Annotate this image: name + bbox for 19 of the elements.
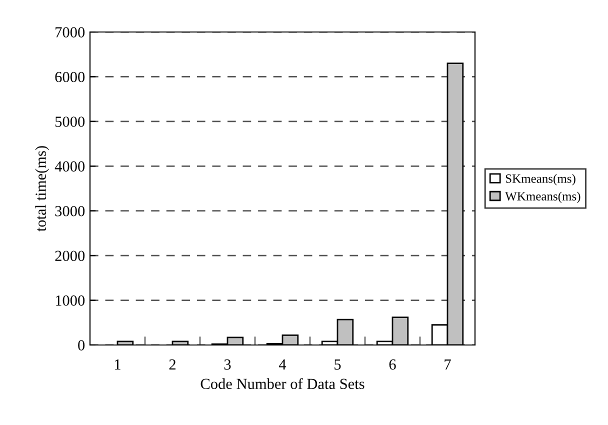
y-tick-label: 3000: [55, 206, 85, 216]
y-tick-label: 2000: [55, 250, 85, 262]
x-tick-label: 1: [115, 359, 120, 370]
y-axis-title: total time(ms): [35, 146, 50, 232]
x-tick-label: 2: [169, 359, 176, 370]
y-tick-label: 4000: [54, 161, 85, 172]
y-tick-label: 7000: [56, 27, 85, 38]
y-tick-label: 6000: [55, 72, 85, 82]
x-tick-label: 4: [278, 359, 286, 370]
x-tick-label: 5: [334, 359, 341, 370]
x-tick-label: 6: [389, 359, 396, 370]
x-tick-label: 7: [444, 359, 451, 370]
y-tick-label: 0: [78, 340, 85, 350]
x-tick-label: 3: [224, 359, 231, 370]
x-axis-title: Code Number of Data Sets: [200, 378, 364, 390]
legend-label: WKmeans(ms): [505, 192, 580, 204]
y-tick-label: 1000: [56, 295, 85, 306]
legend-label: SKmeans(ms): [506, 174, 576, 186]
y-tick-label: 5000: [55, 116, 85, 127]
